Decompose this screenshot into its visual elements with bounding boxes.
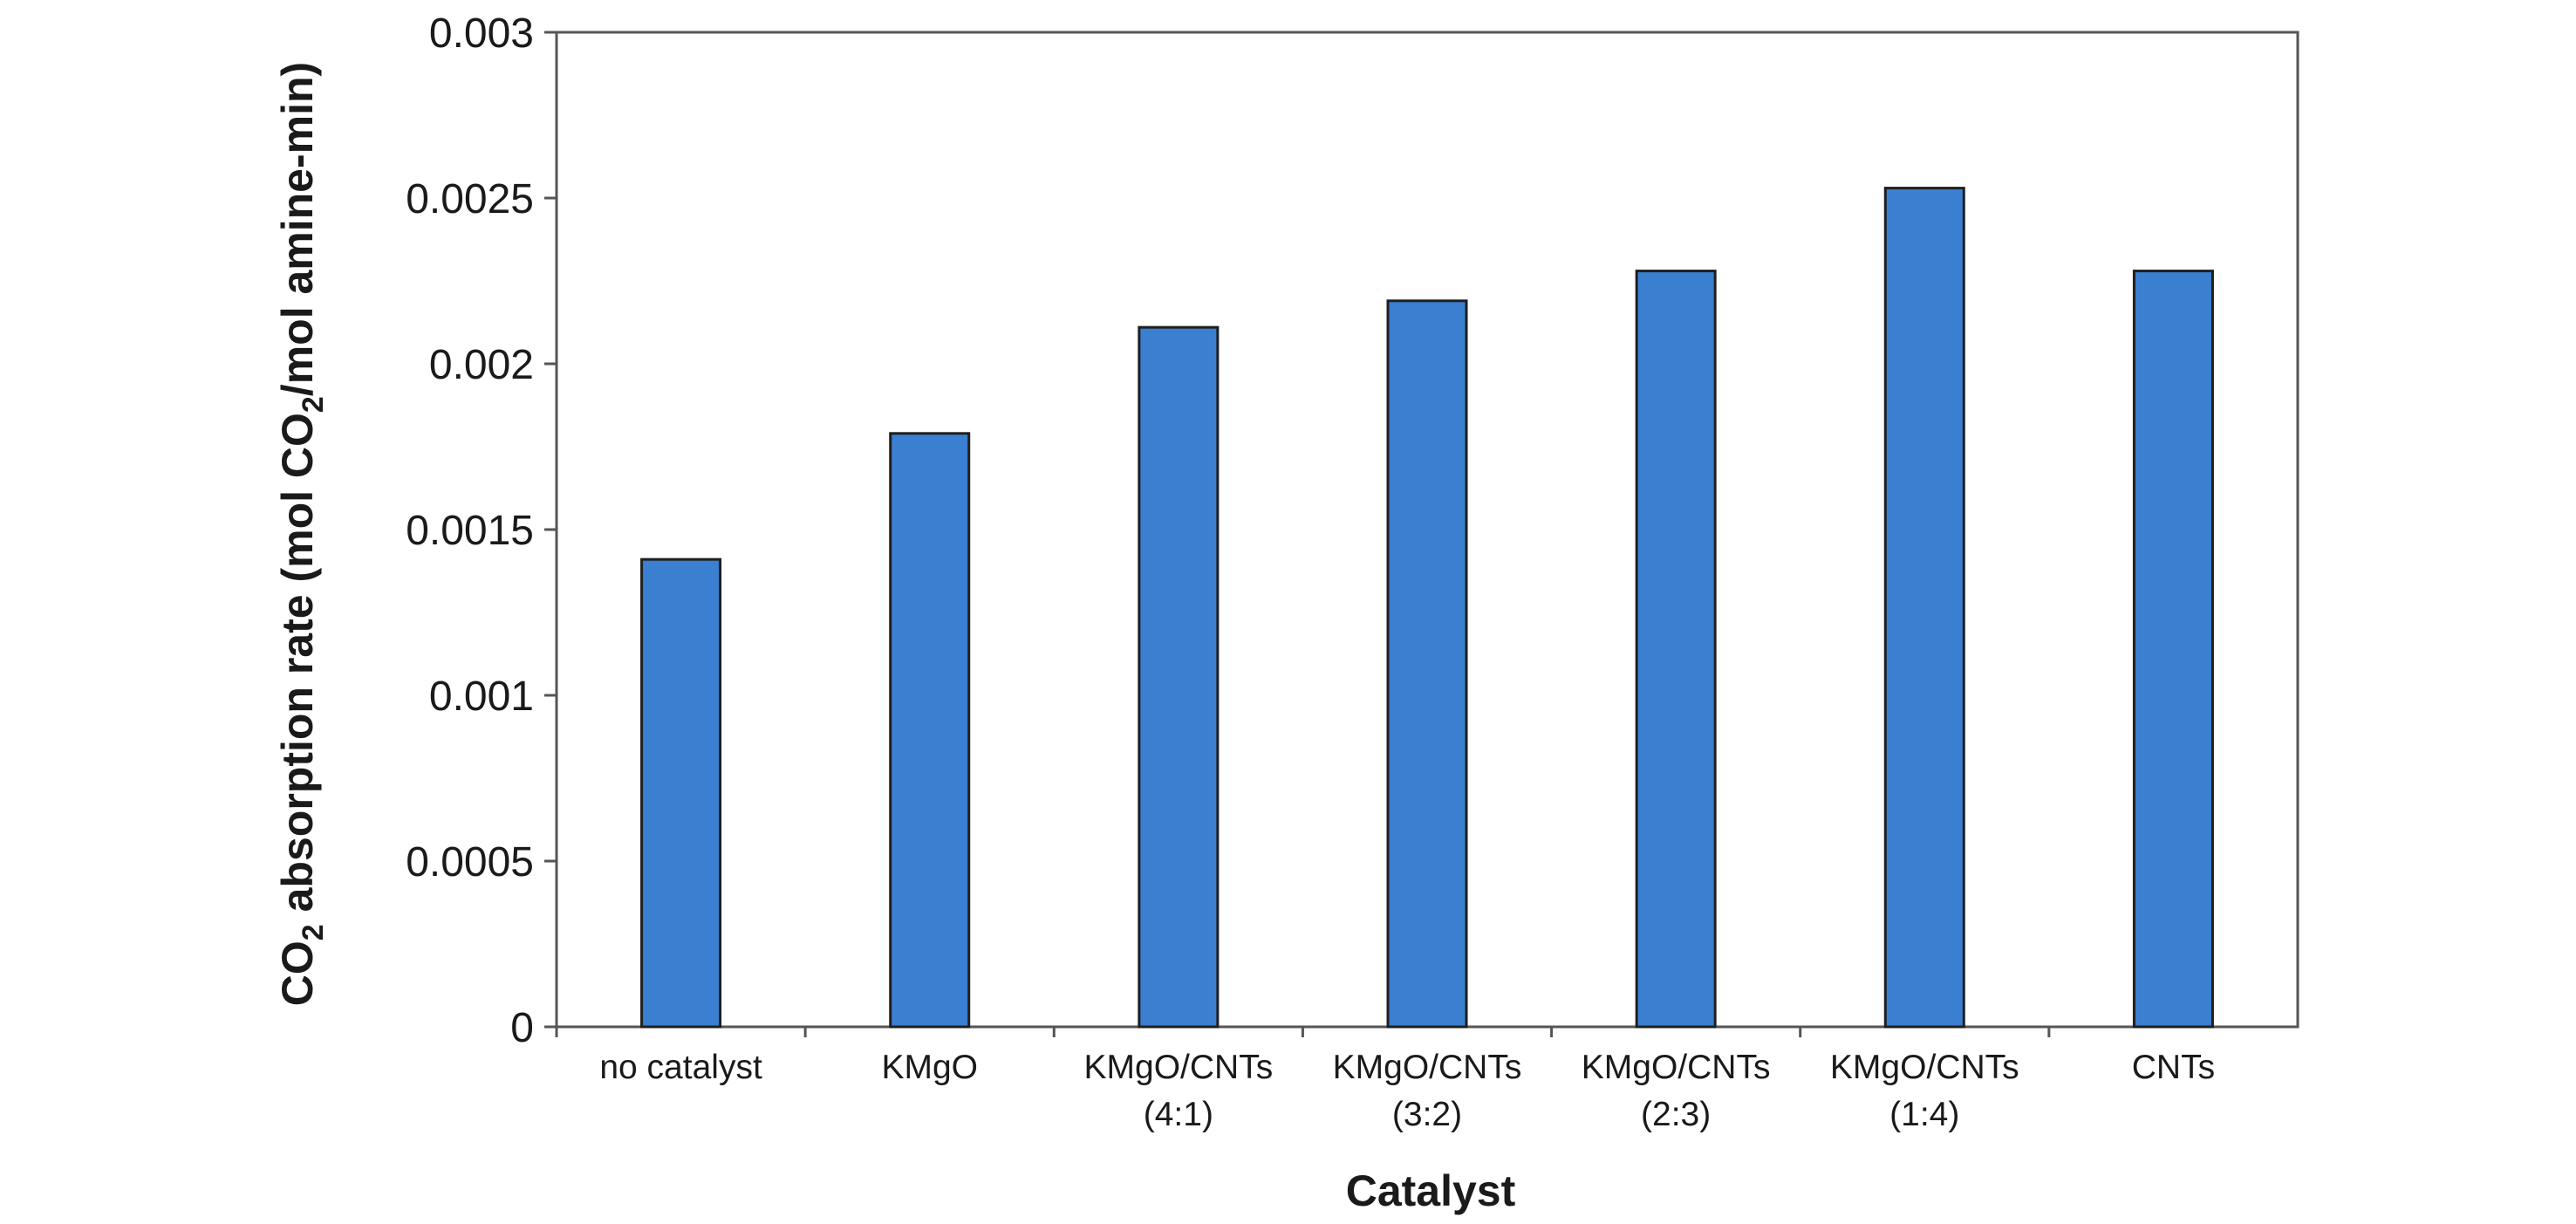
y-tick-label: 0.002	[429, 342, 534, 388]
x-tick-label: KMgO/CNTs	[1582, 1049, 1771, 1086]
bar	[2132, 270, 2214, 1029]
bar	[889, 432, 971, 1029]
y-tick-label: 0.0005	[406, 839, 534, 886]
y-tick-label: 0	[510, 1005, 534, 1051]
x-tick-label: (3:2)	[1392, 1096, 1462, 1133]
x-tick-label: KMgO	[881, 1049, 978, 1086]
y-axis-title: CO2 absorption rate (mol CO2/mol amine-m…	[273, 62, 330, 1006]
bar	[1635, 270, 1717, 1029]
x-tick-label: (2:3)	[1641, 1096, 1711, 1133]
x-tick-label: KMgO/CNTs	[1084, 1049, 1274, 1086]
y-tick-label: 0.003	[429, 10, 534, 57]
y-axis-title-subscript: 2	[297, 924, 330, 940]
x-tick-label: KMgO/CNTs	[1830, 1049, 2019, 1086]
y-axis-title-subscript: 2	[297, 396, 330, 413]
y-axis-title-middle: absorption rate (mol CO	[273, 413, 322, 924]
y-tick-label: 0.001	[429, 674, 534, 720]
x-tick-label: (1:4)	[1889, 1096, 1959, 1133]
x-tick-label: CNTs	[2132, 1049, 2215, 1086]
bar	[1386, 299, 1468, 1029]
y-axis-title-suffix: /mol amine-min)	[273, 62, 322, 396]
x-tick-label: no catalyst	[599, 1049, 762, 1086]
y-axis-ticks: 0 0.0005 0.001 0.0015 0.002 0.0025 0.003	[406, 10, 557, 1051]
y-tick-label: 0.0025	[406, 176, 534, 222]
bar	[1138, 325, 1220, 1029]
bars	[640, 187, 2214, 1029]
x-axis-title: Catalyst	[1346, 1166, 1516, 1215]
y-tick-label: 0.0015	[406, 508, 534, 554]
x-tick-label: KMgO/CNTs	[1333, 1049, 1522, 1086]
x-axis-ticks: no catalyst KMgO KMgO/CNTs (4:1) KMgO/CNTs (3…	[555, 1027, 2215, 1133]
bar	[1883, 187, 1965, 1029]
y-axis-title-co: CO	[273, 940, 322, 1006]
bar	[640, 557, 722, 1029]
x-tick-label: (4:1)	[1144, 1096, 1213, 1133]
